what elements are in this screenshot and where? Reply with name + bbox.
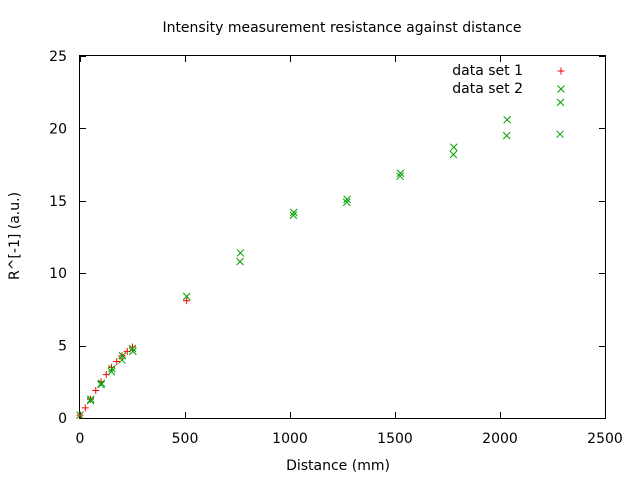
data-point: [108, 364, 116, 373]
data-point: [503, 115, 511, 124]
data-point: [129, 347, 137, 356]
x-tick-label: 1000: [272, 431, 308, 447]
y-tick-label: 20: [49, 121, 67, 137]
data-point: [449, 143, 458, 152]
x-tick-label: 1500: [377, 431, 413, 447]
series-2: [76, 98, 565, 419]
data-point: [342, 198, 351, 207]
data-marks: [76, 98, 565, 419]
x-tick-label: 500: [172, 431, 199, 447]
data-point: [107, 367, 116, 376]
data-point: [118, 351, 127, 360]
chart-title: Intensity measurement resistance against…: [162, 20, 521, 36]
data-point: [289, 211, 298, 220]
y-tick-label: 10: [49, 266, 67, 282]
data-point: [182, 292, 191, 301]
data-point: [396, 172, 404, 181]
data-point: [289, 208, 298, 217]
data-point: [92, 386, 100, 394]
data-point: [129, 343, 136, 351]
legend-label-data-set-1: data set 1: [452, 63, 523, 79]
data-point: [86, 396, 95, 405]
legend-label-data-set-2: data set 2: [452, 81, 523, 97]
data-point: [97, 380, 105, 389]
data-point: [183, 297, 191, 305]
y-tick-label: 0: [58, 411, 67, 427]
plot-frame: [79, 55, 606, 419]
data-point: [81, 404, 89, 412]
legend-marker-series-1: [557, 67, 565, 75]
data-point: [556, 130, 564, 139]
data-point: [502, 131, 511, 140]
data-point: [128, 344, 137, 353]
legend: data set 1 data set 2: [452, 63, 565, 97]
axis-ticks: 0 500 1000 1500 2000 2500 0 5 10 15 20 25: [49, 49, 623, 447]
data-point: [449, 150, 458, 159]
x-tick-label: 2500: [587, 431, 623, 447]
data-point: [556, 98, 565, 107]
data-point: [76, 411, 84, 419]
y-tick-label: 5: [58, 339, 67, 355]
data-point: [87, 395, 95, 404]
data-point: [396, 169, 405, 178]
data-point: [236, 257, 244, 266]
y-tick-label: 25: [49, 49, 67, 65]
data-point: [97, 379, 106, 388]
y-tick-label: 15: [49, 194, 67, 210]
x-tick-label: 0: [76, 431, 85, 447]
data-point: [343, 195, 351, 204]
legend-marker-series-2: [557, 85, 565, 93]
y-axis-label: R^[-1] (a.u.): [7, 192, 23, 280]
x-tick-label: 2000: [482, 431, 518, 447]
data-point: [113, 358, 121, 366]
data-point: [236, 249, 245, 257]
x-axis-label: Distance (mm): [286, 458, 390, 474]
